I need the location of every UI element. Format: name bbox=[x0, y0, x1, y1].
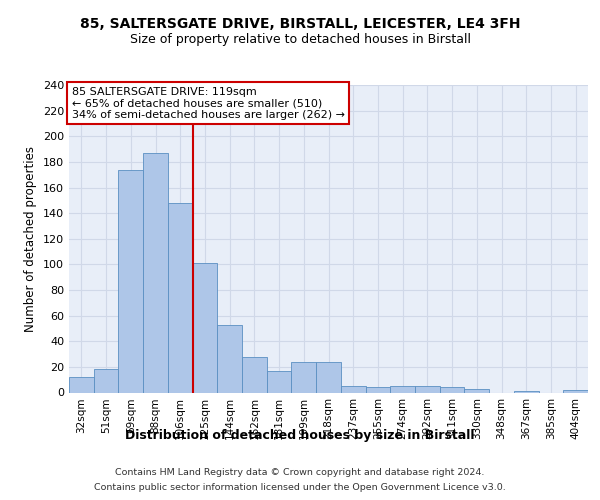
Text: 85, SALTERSGATE DRIVE, BIRSTALL, LEICESTER, LE4 3FH: 85, SALTERSGATE DRIVE, BIRSTALL, LEICEST… bbox=[80, 18, 520, 32]
Bar bbox=[316, 362, 341, 392]
Bar bbox=[464, 388, 489, 392]
Bar bbox=[563, 390, 588, 392]
Bar bbox=[440, 388, 464, 392]
Text: Contains public sector information licensed under the Open Government Licence v3: Contains public sector information licen… bbox=[94, 483, 506, 492]
Bar bbox=[217, 324, 242, 392]
Text: Distribution of detached houses by size in Birstall: Distribution of detached houses by size … bbox=[125, 428, 475, 442]
Bar bbox=[415, 386, 440, 392]
Bar bbox=[341, 386, 365, 392]
Bar bbox=[69, 377, 94, 392]
Y-axis label: Number of detached properties: Number of detached properties bbox=[25, 146, 37, 332]
Text: 85 SALTERSGATE DRIVE: 119sqm
← 65% of detached houses are smaller (510)
34% of s: 85 SALTERSGATE DRIVE: 119sqm ← 65% of de… bbox=[71, 86, 344, 120]
Bar bbox=[292, 362, 316, 392]
Bar bbox=[514, 391, 539, 392]
Bar bbox=[143, 153, 168, 392]
Bar bbox=[94, 370, 118, 392]
Bar bbox=[267, 370, 292, 392]
Text: Contains HM Land Registry data © Crown copyright and database right 2024.: Contains HM Land Registry data © Crown c… bbox=[115, 468, 485, 477]
Bar bbox=[365, 388, 390, 392]
Bar bbox=[168, 203, 193, 392]
Bar bbox=[242, 356, 267, 392]
Bar bbox=[118, 170, 143, 392]
Bar bbox=[193, 263, 217, 392]
Text: Size of property relative to detached houses in Birstall: Size of property relative to detached ho… bbox=[130, 32, 470, 46]
Bar bbox=[390, 386, 415, 392]
